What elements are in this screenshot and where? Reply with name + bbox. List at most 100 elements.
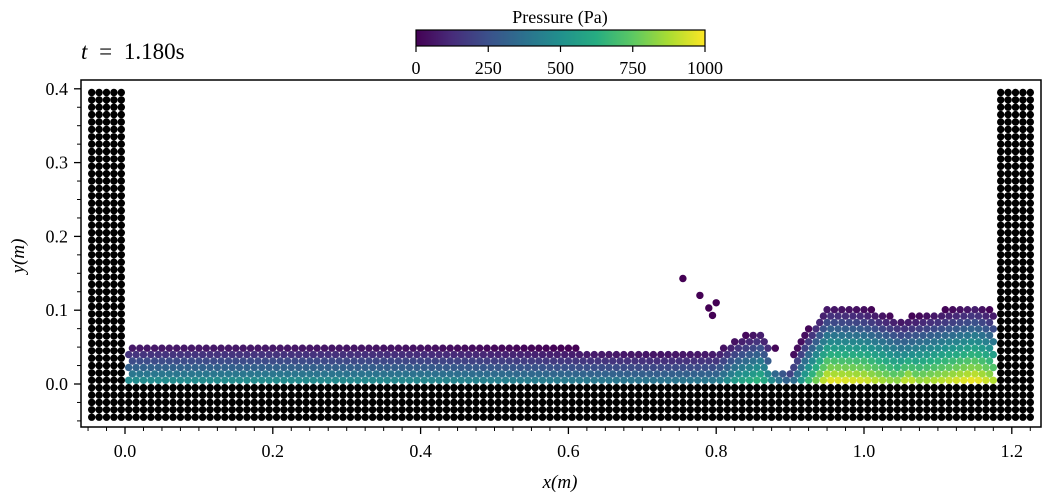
fluid-particle: [897, 344, 905, 352]
boundary-particle-floor: [701, 391, 709, 399]
boundary-particle-floor: [346, 406, 355, 414]
fluid-particle: [213, 363, 222, 372]
boundary-particle-right-wall: [1026, 369, 1035, 377]
boundary-particle-left-wall: [102, 280, 111, 289]
boundary-particle-floor: [368, 398, 377, 407]
boundary-particle-floor: [738, 398, 746, 407]
x-tick-label: 0.8: [705, 441, 728, 461]
fluid-particle: [849, 338, 857, 346]
fluid-particle: [856, 350, 864, 359]
boundary-particle-right-wall: [1019, 391, 1027, 399]
fluid-particle: [982, 363, 990, 372]
boundary-particle-floor: [324, 398, 332, 407]
boundary-particle-floor: [132, 391, 140, 399]
boundary-particle-floor: [620, 406, 628, 414]
fluid-particle: [239, 344, 247, 352]
fluid-particle: [908, 363, 916, 372]
boundary-particle-floor: [487, 384, 495, 392]
boundary-particle-floor: [169, 384, 177, 392]
boundary-particle-floor: [472, 413, 480, 421]
boundary-particle-left-wall: [102, 391, 111, 399]
fluid-particle: [583, 350, 591, 359]
boundary-particle-left-wall: [95, 258, 103, 266]
boundary-particle-floor: [797, 391, 805, 399]
boundary-particle-right-wall: [997, 265, 1005, 274]
boundary-particle-floor: [671, 413, 680, 421]
fluid-particle: [394, 344, 403, 352]
boundary-particle-floor: [191, 406, 199, 414]
boundary-particle-left-wall: [95, 317, 103, 325]
boundary-particle-left-wall: [117, 273, 126, 281]
fluid-particle: [442, 363, 451, 372]
boundary-particle-right-wall: [1026, 251, 1035, 259]
boundary-particle-left-wall: [117, 229, 126, 237]
fluid-particle: [402, 370, 410, 378]
boundary-particle-floor: [686, 413, 694, 421]
boundary-particle-left-wall: [110, 376, 118, 384]
fluid-particle: [705, 370, 713, 378]
fluid-particle: [306, 344, 314, 352]
fluid-particle: [609, 357, 617, 365]
boundary-particle-floor: [738, 384, 746, 392]
boundary-particle-floor: [679, 384, 687, 392]
boundary-particle-floor: [731, 384, 739, 392]
boundary-particle-floor: [923, 398, 931, 407]
fluid-particle: [302, 350, 310, 359]
fluid-particle: [435, 363, 443, 372]
fluid-particle: [125, 363, 133, 372]
boundary-particle-floor: [967, 398, 975, 407]
fluid-particle: [934, 318, 942, 327]
boundary-particle-left-wall: [102, 147, 111, 156]
fluid-particle: [838, 370, 846, 378]
boundary-particle-floor: [317, 391, 325, 399]
boundary-particle-right-wall: [1004, 384, 1012, 392]
boundary-particle-floor: [161, 384, 170, 392]
fluid-particle: [476, 370, 484, 378]
boundary-particle-left-wall: [95, 302, 103, 311]
boundary-particle-left-wall: [102, 140, 111, 148]
boundary-particle-floor: [354, 391, 362, 399]
boundary-particle-right-wall: [1004, 376, 1012, 384]
boundary-particle-floor: [228, 398, 236, 407]
fluid-particle: [864, 363, 872, 372]
boundary-particle-floor: [790, 384, 798, 392]
fluid-particle: [897, 357, 905, 365]
fluid-particle: [387, 344, 395, 352]
fluid-particle: [154, 363, 162, 372]
boundary-particle-right-wall: [1011, 258, 1020, 266]
boundary-particle-right-wall: [997, 332, 1005, 340]
fluid-particle: [464, 350, 473, 359]
fluid-particle: [971, 344, 979, 352]
fluid-particle: [524, 376, 532, 384]
boundary-particle-floor: [420, 391, 428, 399]
boundary-particle-left-wall: [102, 295, 111, 303]
boundary-particle-floor: [161, 406, 170, 414]
fluid-particle: [620, 363, 628, 372]
fluid-particle: [269, 344, 277, 352]
fluid-particle: [642, 363, 650, 372]
fluid-particle: [882, 344, 890, 352]
boundary-particle-floor: [524, 384, 532, 392]
boundary-particle-floor: [361, 384, 369, 392]
boundary-particle-left-wall: [95, 398, 103, 407]
boundary-particle-left-wall: [102, 317, 111, 325]
boundary-particle-floor: [708, 391, 717, 399]
boundary-particle-right-wall: [1011, 243, 1020, 252]
boundary-particle-right-wall: [1026, 103, 1035, 111]
fluid-particle: [985, 370, 994, 378]
fluid-particle: [372, 370, 380, 378]
boundary-particle-left-wall: [110, 133, 118, 141]
colorbar-tick-label: 1000: [687, 58, 723, 78]
fluid-particle: [705, 357, 713, 365]
fluid-particle: [660, 370, 669, 378]
boundary-particle-floor: [767, 406, 776, 414]
fluid-particle: [845, 331, 853, 340]
fluid-particle: [830, 331, 839, 340]
boundary-particle-right-wall: [1019, 177, 1027, 185]
boundary-particle-floor: [317, 384, 325, 392]
boundary-particle-floor: [738, 413, 746, 421]
fluid-particle: [398, 363, 406, 372]
boundary-particle-floor: [664, 384, 672, 392]
boundary-particle-floor: [235, 398, 244, 407]
boundary-particle-right-wall: [997, 251, 1005, 259]
